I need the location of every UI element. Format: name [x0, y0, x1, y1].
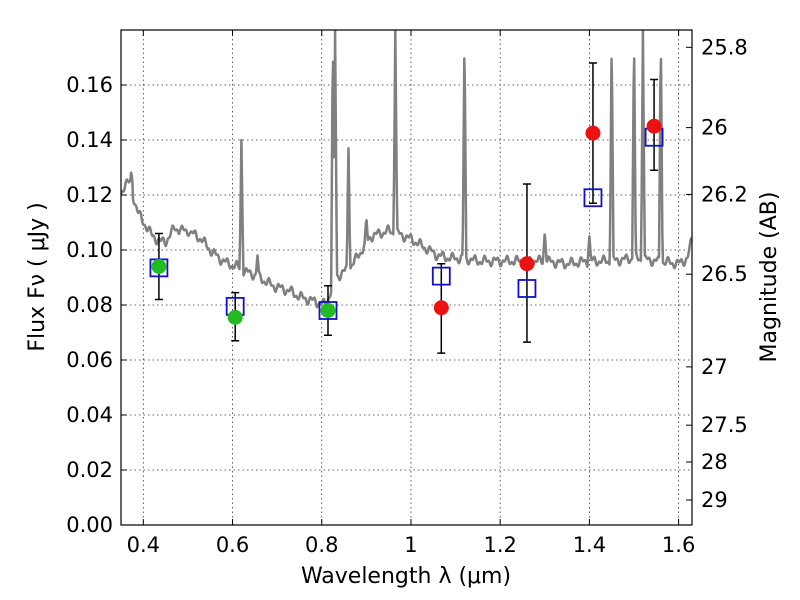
y-tick-label: 0.16 [66, 73, 113, 97]
right-tick-label: 25.8 [701, 35, 748, 59]
x-tick-label: 0.8 [305, 533, 338, 557]
right-tick-label: 26.2 [701, 182, 748, 206]
right-tick-label: 27 [701, 355, 728, 379]
right-axis-title: Magnitude (AB) [757, 192, 782, 363]
x-tick-label: 1 [404, 533, 417, 557]
plot-frame [120, 29, 693, 526]
y-tick-label: 0.10 [66, 238, 113, 262]
grid-lines [121, 30, 692, 526]
y-tick-label: 0.04 [66, 403, 113, 427]
observed-point-marker [519, 256, 535, 272]
x-tick-label: 1.6 [662, 533, 695, 557]
right-tick-label: 28 [701, 450, 728, 474]
model-spectrum [121, 30, 692, 309]
observed-point-marker [585, 125, 601, 141]
x-tick-label: 1.2 [483, 533, 516, 557]
plot-background [121, 30, 692, 525]
y-tick-label: 0.02 [66, 458, 113, 482]
observed-point-marker [433, 300, 449, 316]
right-tick-label: 26.5 [701, 262, 748, 286]
right-tick-label: 27.5 [701, 413, 748, 437]
y-axis-title: Flux Fν ( μJy ) [25, 202, 50, 351]
observed-point-marker [646, 118, 662, 134]
y-tick-label: 0.12 [66, 183, 113, 207]
model-square-marker [318, 301, 338, 320]
y-tick-label: 0.00 [66, 513, 113, 537]
model-spectrum-line [121, 30, 692, 309]
y-tick-label: 0.08 [66, 293, 113, 317]
x-tick-label: 1.4 [573, 533, 606, 557]
data-points [149, 62, 664, 354]
y-tick-label: 0.14 [66, 128, 113, 152]
axis-ticks: 0.4 0.6 0.8 1 1.2 1.4 1.6 0.00 0.02 0.04 0.06 0.08 0… [66, 30, 748, 557]
model-square-marker [431, 266, 451, 286]
model-square-marker [517, 279, 537, 298]
observed-point-marker [320, 303, 336, 318]
x-axis-title: Wavelength λ (μm) [301, 564, 511, 589]
observed-point-marker [227, 309, 243, 325]
y-tick-label: 0.06 [66, 348, 113, 372]
right-tick-label: 29 [701, 488, 728, 512]
observed-point-marker [151, 259, 167, 274]
x-tick-label: 0.4 [127, 533, 160, 557]
model-square-marker [583, 188, 603, 208]
right-tick-label: 26 [701, 116, 728, 140]
x-tick-label: 0.6 [216, 533, 249, 557]
